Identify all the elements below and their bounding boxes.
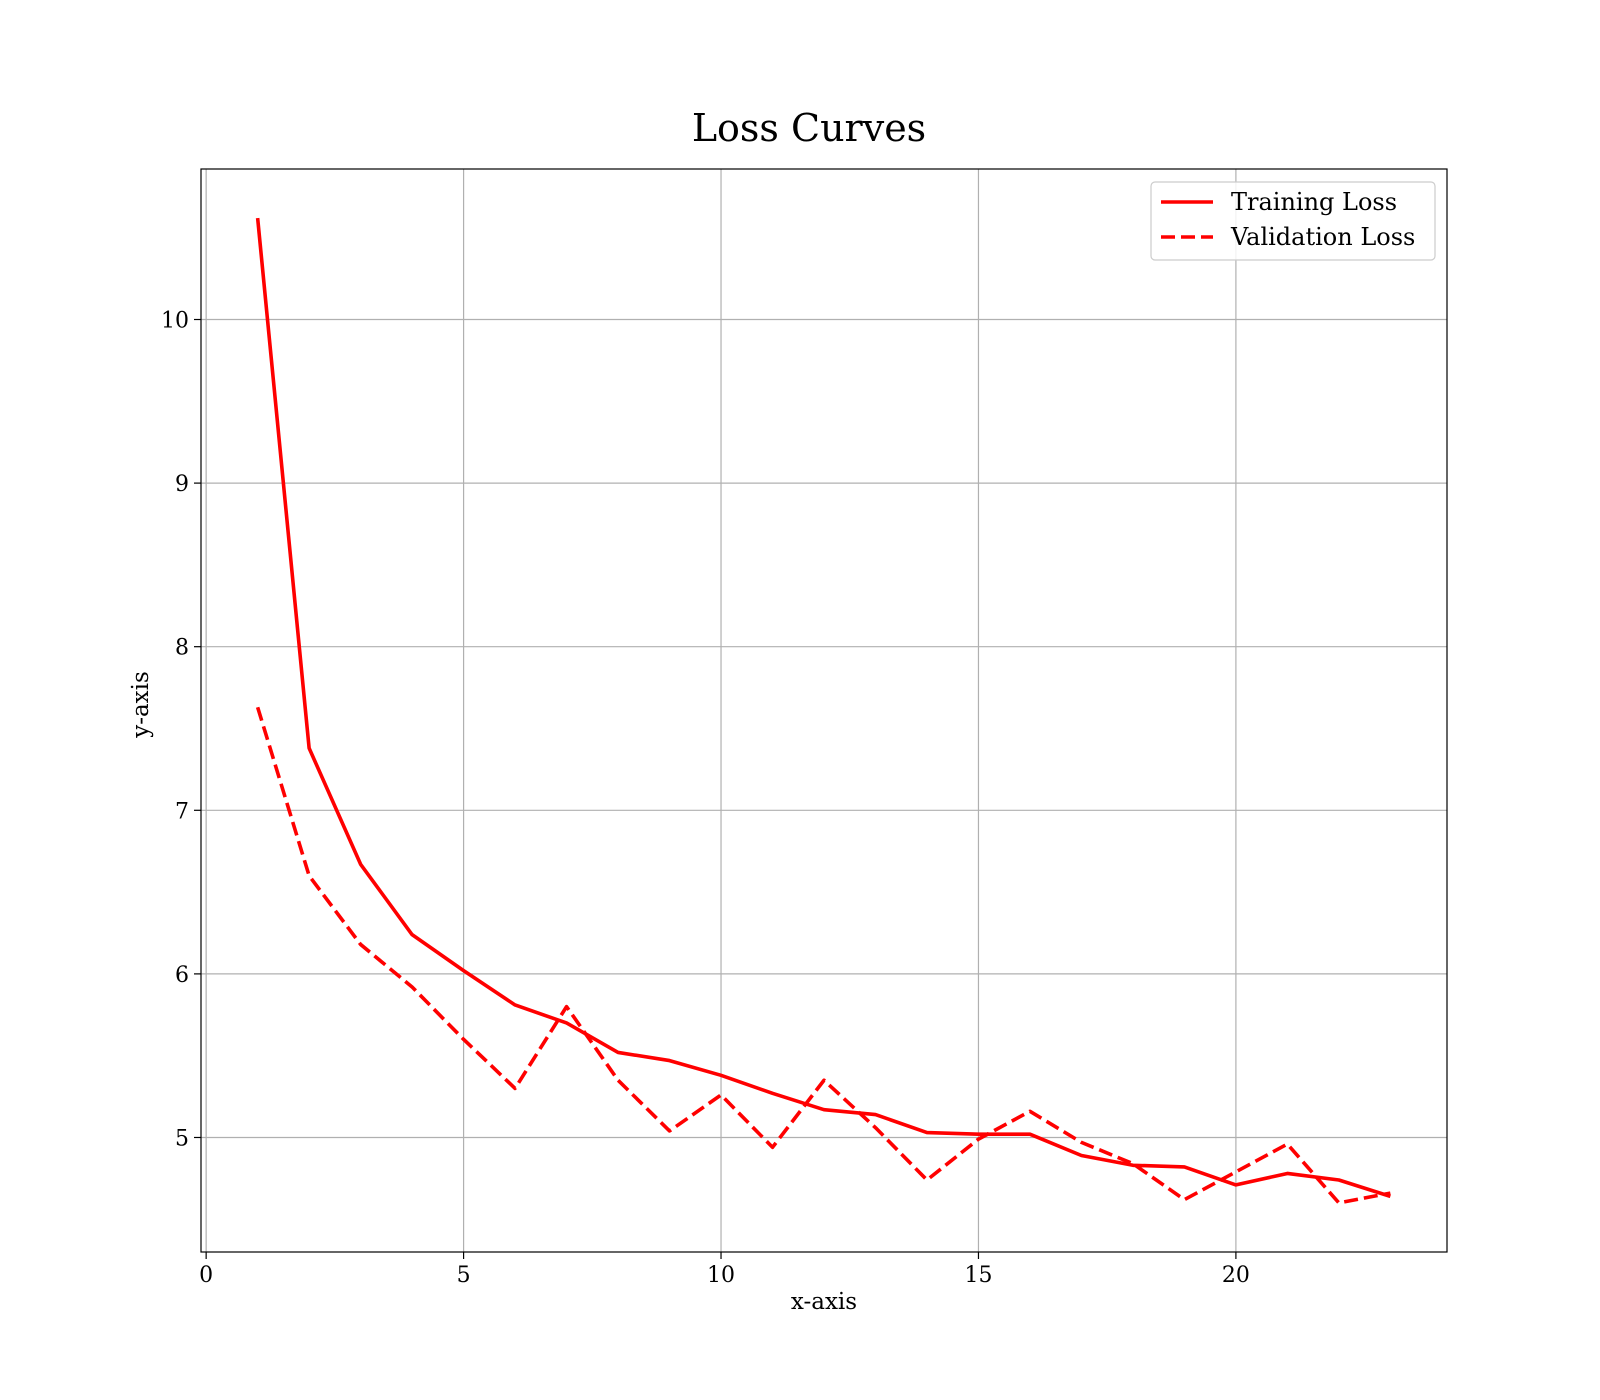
legend-box (1150, 181, 1436, 261)
x-tick-label: 0 (199, 1263, 213, 1288)
chart-title: Loss Curves (692, 106, 926, 150)
y-tick-label: 10 (161, 309, 189, 334)
legend-label: Validation Loss (1230, 223, 1415, 251)
series-line-training-loss (255, 217, 1391, 1199)
y-tick-label: 6 (175, 963, 189, 988)
axis-ticks: 0 5 10 15 20 5 6 7 8 9 10 (161, 309, 1250, 1288)
x-tick-label: 15 (964, 1263, 992, 1288)
grid-lines (201, 169, 1447, 1252)
x-axis-label: x-axis (791, 1289, 857, 1315)
y-tick-label: 7 (175, 799, 189, 824)
y-tick-label: 5 (175, 1126, 189, 1151)
legend-label: Training Loss (1231, 188, 1397, 216)
y-tick-label: 9 (175, 472, 189, 497)
x-tick-label: 20 (1222, 1263, 1250, 1288)
y-tick-label: 8 (175, 636, 189, 661)
x-tick-label: 10 (707, 1263, 735, 1288)
legend: Training Loss Validation Loss (1150, 181, 1436, 261)
plot-frame (200, 168, 1448, 1253)
y-axis-label: y-axis (128, 671, 154, 739)
series-line-validation-loss (255, 706, 1391, 1205)
series-layer (255, 217, 1391, 1205)
x-tick-label: 5 (457, 1263, 471, 1288)
